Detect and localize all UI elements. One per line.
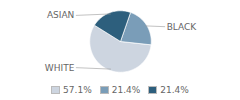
html-text:21.4%: 21.4% — [111, 85, 141, 95]
svg-text:ASIAN: ASIAN — [47, 10, 74, 20]
svg-text:BLACK: BLACK — [167, 22, 198, 32]
svg-text:WHITE: WHITE — [45, 63, 75, 73]
html-text:57.1%: 57.1% — [63, 85, 92, 95]
html-text:21.4%: 21.4% — [160, 85, 189, 95]
